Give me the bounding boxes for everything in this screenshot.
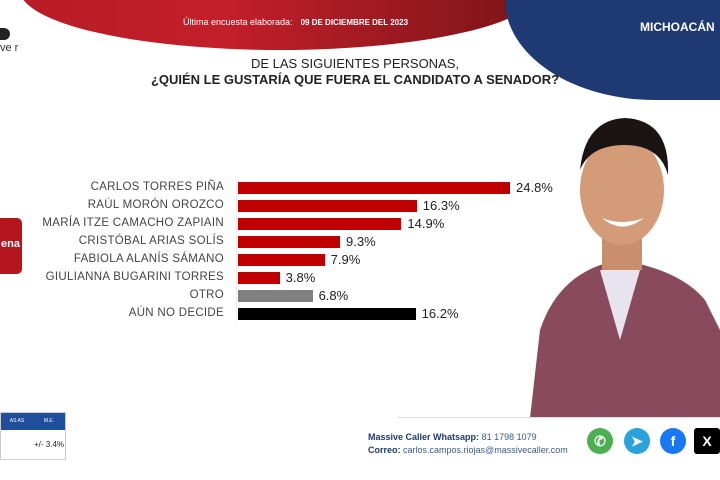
massive-caller-logo: ve r: [0, 28, 19, 54]
category-label: OTRO: [189, 289, 224, 301]
email-label: Correo:: [368, 445, 401, 455]
value-label: 16.3%: [422, 198, 460, 213]
candidate-photo: [530, 118, 720, 418]
value-label: 14.9%: [407, 216, 445, 231]
telegram-icon[interactable]: ➤: [624, 428, 650, 454]
table-header-left: AS AS: [9, 418, 25, 424]
category-label: RAÚL MORÓN OROZCO: [87, 199, 224, 211]
party-logo: ena: [0, 218, 22, 274]
bar: [238, 290, 313, 302]
bar: [238, 218, 402, 230]
logo-text: ve r: [0, 42, 19, 54]
value-label: 7.9%: [330, 252, 361, 267]
methodology-table: AS AS M.E. +/- 3.4%: [0, 412, 66, 460]
chart-axis: [236, 180, 237, 322]
value-label: 16.2%: [421, 306, 459, 321]
value-label: 3.8%: [285, 270, 316, 285]
survey-date: Última encuesta elaborada: 09 DE DICIEMBR…: [183, 17, 408, 27]
whatsapp-label: Massive Caller Whatsapp:: [368, 432, 480, 442]
category-label: CRISTÓBAL ARIAS SOLÍS: [78, 235, 224, 247]
whatsapp-number: 81 1798 1079: [481, 432, 537, 442]
category-label: FABIOLA ALANÍS SÁMANO: [73, 253, 224, 265]
survey-date-value: 09 DE DICIEMBRE DEL 2023: [300, 18, 409, 27]
value-label: 6.8%: [318, 288, 349, 303]
category-label: AÚN NO DECIDE: [128, 307, 224, 319]
state-label: MICHOACÁN: [640, 20, 715, 34]
survey-label: Última encuesta elaborada:: [183, 17, 293, 27]
category-label: MARÍA ITZE CAMACHO ZAPIAIN: [42, 217, 224, 229]
question-line1: DE LAS SIGUIENTES PERSONAS,: [250, 56, 460, 71]
bar: [238, 272, 280, 284]
bar: [238, 200, 417, 212]
bar: [238, 182, 510, 194]
category-label: GIULIANNA BUGARINI TORRES: [45, 271, 224, 283]
category-label: CARLOS TORRES PIÑA: [90, 181, 224, 193]
table-header-me: M.E.: [43, 418, 55, 424]
margin-of-error: +/- 3.4%: [33, 440, 64, 449]
value-label: 24.8%: [516, 180, 553, 195]
footer-divider: [398, 417, 720, 418]
bar-chart: CARLOS TORRES PIÑA 24.8% RAÚL MORÓN OROZCO…: [0, 180, 720, 330]
bar: [238, 254, 325, 266]
x-icon[interactable]: X: [694, 428, 720, 454]
bar: [238, 308, 416, 320]
value-label: 9.3%: [346, 234, 376, 249]
contact-info: Massive Caller Whatsapp: 81 1798 1079 Co…: [368, 431, 568, 457]
facebook-icon[interactable]: f: [660, 428, 686, 454]
whatsapp-icon[interactable]: ✆: [587, 428, 613, 454]
bar: [238, 236, 340, 248]
question-line2: ¿QUIÉN LE GUSTARÍA QUE FUERA EL CANDIDAT…: [150, 72, 560, 87]
email-address[interactable]: carlos.campos.riojas@massivecaller.com: [403, 445, 568, 455]
